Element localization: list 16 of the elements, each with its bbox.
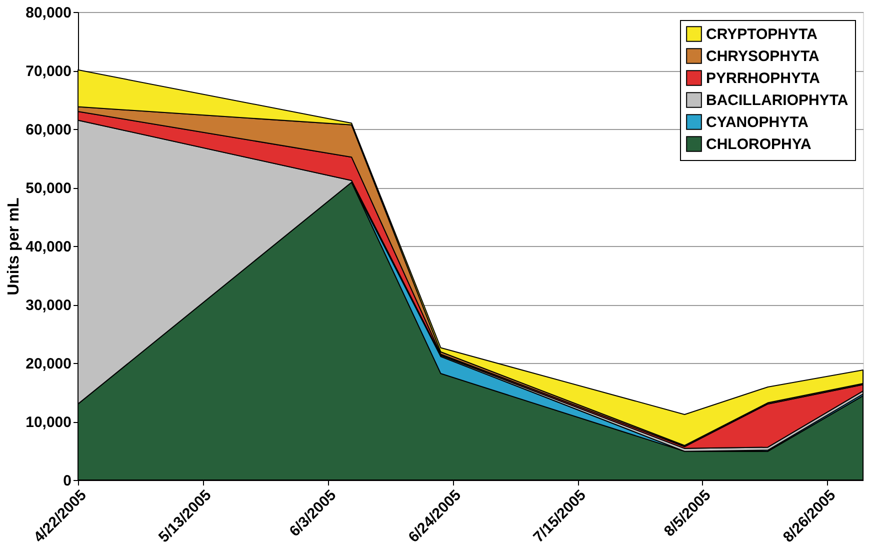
y-tick-label: 40,000 bbox=[26, 238, 72, 256]
legend-label: CHLOROPHYA bbox=[706, 136, 812, 153]
legend-label: CYANOPHYTA bbox=[706, 114, 809, 131]
y-tick-label: 50,000 bbox=[26, 180, 72, 197]
legend-label: PYRRHOPHYTA bbox=[706, 70, 820, 87]
y-tick-label: 70,000 bbox=[26, 63, 72, 80]
legend-label: CHRYSOPHYTA bbox=[706, 48, 820, 65]
y-axis-title: Units per mL bbox=[6, 197, 23, 296]
y-tick-label: 60,000 bbox=[26, 122, 72, 138]
y-tick-label: 80,000 bbox=[26, 4, 72, 22]
y-tick-label: 10,000 bbox=[26, 414, 72, 431]
legend-label: BACILLARIOPHYTA bbox=[706, 92, 848, 109]
y-tick-label: 20,000 bbox=[26, 356, 72, 372]
y-tick-label: 0 bbox=[63, 472, 72, 490]
legend-label: CRYPTOPHYTA bbox=[706, 26, 818, 43]
y-tick-label: 30,000 bbox=[26, 297, 72, 314]
